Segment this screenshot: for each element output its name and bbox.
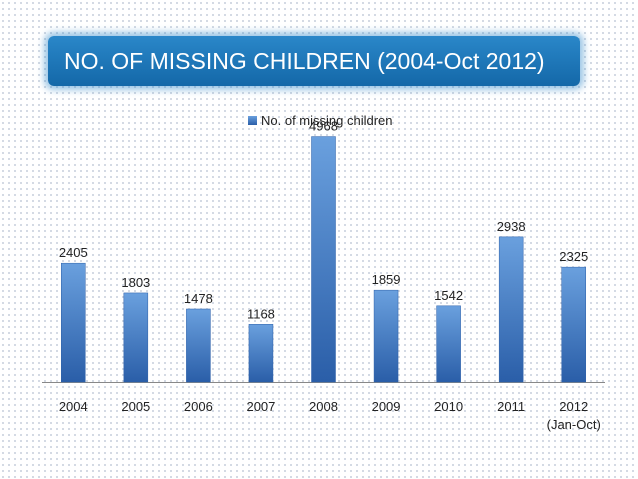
data-label-2006: 1478 — [184, 291, 213, 306]
x-tick-sublabel-2012: (Jan-Oct) — [547, 417, 601, 432]
legend: No. of missing children — [248, 113, 393, 131]
data-label-2011: 2938 — [497, 219, 526, 234]
x-tick-label-2004: 2004 — [59, 399, 88, 414]
bar-2005 — [123, 292, 149, 383]
x-tick-label-2008: 2008 — [309, 399, 338, 414]
x-tick-label-2010: 2010 — [434, 399, 463, 414]
x-tick-label-2012: 2012 — [559, 399, 588, 414]
chart-title: NO. OF MISSING CHILDREN (2004-Oct 2012) — [48, 36, 580, 86]
x-tick-label-2011: 2011 — [497, 399, 525, 414]
bar-2010 — [436, 305, 461, 383]
data-label-2007: 1168 — [247, 306, 275, 321]
data-label-2009: 1859 — [372, 272, 401, 287]
legend-label: No. of missing children — [261, 113, 393, 128]
data-label-2008: 4968 — [309, 119, 338, 134]
bar-2004 — [61, 262, 86, 383]
bar-2012 — [561, 266, 586, 383]
data-label-2005: 1803 — [121, 275, 150, 290]
bar-2011 — [498, 236, 524, 383]
data-label-2010: 1542 — [434, 288, 463, 303]
bar-2007 — [248, 324, 274, 383]
bar-2006 — [186, 308, 211, 383]
data-label-2012: 2325 — [559, 249, 588, 264]
x-tick-label-2007: 2007 — [246, 399, 275, 414]
bar-2009 — [373, 289, 399, 383]
legend-swatch — [248, 116, 257, 125]
x-tick-label-2006: 2006 — [184, 399, 213, 414]
data-label-2004: 2405 — [59, 245, 88, 260]
x-tick-label-2005: 2005 — [121, 399, 150, 414]
x-tick-label-2009: 2009 — [372, 399, 401, 414]
bar-2008 — [311, 136, 336, 383]
